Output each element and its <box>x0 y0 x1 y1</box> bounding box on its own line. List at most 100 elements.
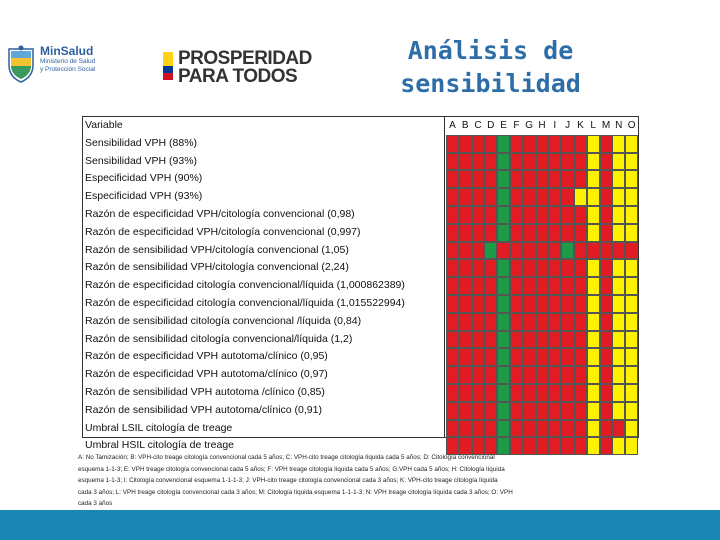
result-cell <box>586 206 600 224</box>
result-cell <box>561 312 574 331</box>
footnote-line-5: cada 3 años <box>78 500 113 507</box>
result-cell <box>522 170 536 189</box>
result-cell <box>625 366 638 384</box>
result-cell <box>510 419 523 438</box>
result-cell <box>586 419 600 438</box>
result-cell <box>497 330 510 349</box>
result-cell <box>625 188 638 206</box>
result-cell <box>497 366 510 384</box>
result-cell <box>574 223 587 242</box>
result-cell <box>625 259 638 278</box>
result-cell <box>586 134 600 153</box>
result-cell <box>535 259 549 278</box>
result-cell <box>612 312 626 331</box>
result-cell <box>535 152 549 171</box>
result-cell <box>497 295 510 313</box>
result-cell <box>510 348 523 367</box>
result-cell <box>484 188 498 206</box>
result-cell <box>484 206 498 224</box>
result-cell <box>535 366 549 384</box>
result-cell <box>548 152 562 171</box>
result-cell <box>484 259 498 278</box>
result-cell <box>484 437 498 456</box>
result-cell <box>458 366 472 384</box>
result-cell <box>446 188 459 206</box>
result-cell <box>510 206 523 224</box>
result-cell <box>548 437 562 456</box>
logo-group: MinSalud Ministerio de Salud y Protecció… <box>0 38 312 93</box>
result-cell <box>612 366 626 384</box>
column-header-d: D <box>487 120 495 131</box>
result-cell <box>561 366 574 384</box>
variable-label: Razón de especificidad VPH autotoma/clín… <box>85 350 328 363</box>
result-cell <box>510 437 523 456</box>
result-cell <box>446 152 459 171</box>
variable-label: Razón de sensibilidad VPH/citología conv… <box>85 243 349 256</box>
result-cell <box>446 330 459 349</box>
minsalud-logo: MinSalud Ministerio de Salud y Protecció… <box>40 44 135 74</box>
result-cell <box>612 170 626 189</box>
result-cell <box>497 277 510 295</box>
result-cell <box>548 241 562 260</box>
result-cell <box>458 348 472 367</box>
variable-column: Variable Sensibilidad VPH (88%) Sensibili… <box>83 117 445 451</box>
result-cell <box>574 277 587 295</box>
result-cell <box>561 330 574 349</box>
result-cell <box>561 348 574 367</box>
result-cell <box>484 241 498 260</box>
result-cell <box>625 277 638 295</box>
result-cell <box>471 259 485 278</box>
result-cell <box>458 330 472 349</box>
sensitivity-table: Variable Sensibilidad VPH (88%) Sensibili… <box>82 116 639 456</box>
result-cell <box>471 419 485 438</box>
result-cell <box>535 437 549 456</box>
column-header-l: L <box>590 120 596 131</box>
column-header-e: E <box>500 120 507 131</box>
result-cell <box>522 241 536 260</box>
result-cell <box>471 277 485 295</box>
result-cell <box>625 312 638 331</box>
result-cell <box>548 366 562 384</box>
result-cell <box>458 259 472 278</box>
result-cell <box>574 312 587 331</box>
result-cell <box>535 312 549 331</box>
result-cell <box>612 188 626 206</box>
result-cell <box>574 366 587 384</box>
result-cell <box>612 259 626 278</box>
result-cell <box>599 170 613 189</box>
result-cell <box>548 384 562 402</box>
result-cell <box>471 401 485 420</box>
page-title: Análisis de sensibilidad <box>388 34 593 100</box>
result-cell <box>612 206 626 224</box>
result-cell <box>510 384 523 402</box>
result-cell <box>471 188 485 206</box>
result-cell <box>574 401 587 420</box>
footnote-line-3: esquema 1-1-3; I: Citología convencional… <box>78 477 498 484</box>
result-cell <box>522 419 536 438</box>
minsalud-subtitle-1: Ministerio de Salud <box>40 58 96 65</box>
result-cell <box>446 401 459 420</box>
result-cell <box>497 134 510 153</box>
column-header-o: O <box>627 120 636 131</box>
result-cell <box>599 384 613 402</box>
result-cell <box>612 134 626 153</box>
result-cell <box>458 170 472 189</box>
result-cell <box>446 384 459 402</box>
result-cell <box>484 348 498 367</box>
result-cell <box>484 277 498 295</box>
result-cell <box>625 206 638 224</box>
result-cell <box>548 312 562 331</box>
footnote-line-4: cada 3 años; L: VPH treage citología con… <box>78 488 513 496</box>
result-cell <box>625 241 638 260</box>
variable-label: Razón de especificidad citología convenc… <box>85 296 405 309</box>
result-cell <box>471 170 485 189</box>
variable-label: Razón de especificidad VPH autotoma/clín… <box>85 368 328 381</box>
result-cell <box>612 384 626 402</box>
result-cell <box>599 366 613 384</box>
result-cell <box>510 241 523 260</box>
result-cell <box>574 384 587 402</box>
result-cell <box>561 419 574 438</box>
result-cell <box>535 401 549 420</box>
column-header-m: M <box>601 120 611 131</box>
